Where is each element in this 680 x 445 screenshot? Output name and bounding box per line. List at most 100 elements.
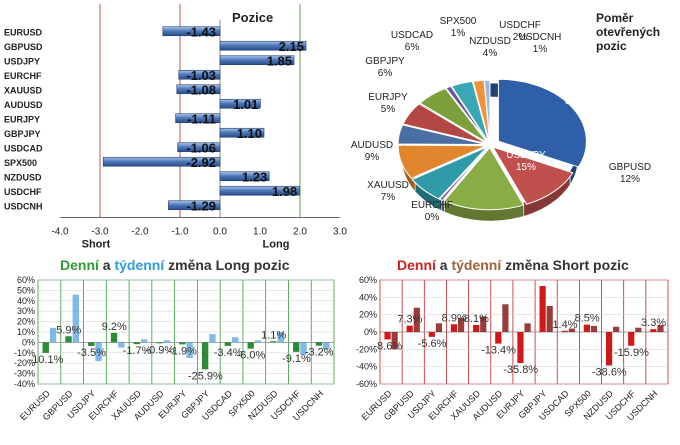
title-part: a (99, 257, 115, 273)
x-tick-label: -1.0 (171, 227, 189, 238)
position-bar (219, 127, 265, 138)
weekly-change-bar (391, 332, 398, 350)
category-label: USDCAD (4, 143, 43, 153)
daily-change-bar (88, 342, 95, 347)
y-tick-label: 20% (359, 310, 377, 320)
position-bar (176, 84, 221, 95)
position-bar (177, 142, 221, 153)
pie-slice-name: USDCNH (519, 32, 562, 43)
value-label: -6.0% (237, 350, 266, 362)
pie-slice (397, 124, 487, 146)
category-label: EURUSD (4, 27, 43, 37)
y-tick-label: 60% (17, 275, 35, 285)
pie-slice-name: NZDUSD (469, 36, 511, 47)
weekly-change-bar (657, 325, 664, 332)
weekly-change-bar (300, 342, 307, 355)
daily-change-bar (247, 342, 254, 349)
value-label: 1.4% (552, 319, 577, 331)
daily-change-bar (406, 325, 413, 332)
position-bar (175, 113, 221, 124)
panel-title: Denní a týdenní změna Short pozic (397, 257, 629, 273)
y-tick-label: 10% (17, 327, 35, 337)
category-label: USDJPY (4, 56, 40, 66)
pie-slice-percent: 9% (365, 152, 380, 163)
pie-slice-percent: 15% (516, 162, 536, 173)
pie-title-line: pozic (596, 39, 627, 53)
weekly-change-bar (49, 327, 57, 343)
daily-change-bar (293, 342, 300, 352)
value-label: -3.4% (214, 347, 243, 359)
value-label: 8.9% (442, 312, 467, 324)
pie-slice (497, 78, 587, 168)
title-part: a (436, 257, 452, 273)
pie-slice (438, 147, 489, 202)
value-label: -3.5% (77, 347, 106, 359)
position-bar (219, 171, 270, 182)
value-label: -9.1% (282, 353, 311, 365)
y-tick-label: 60% (359, 275, 377, 285)
pie-slice-percent: 1% (451, 28, 466, 39)
weekly-change-bar (590, 325, 598, 332)
value-label: -1.7% (123, 345, 152, 357)
title-part: Denní (60, 257, 100, 273)
y-tick-label: 40% (17, 296, 35, 306)
value-label: 9.2% (102, 321, 127, 333)
pie-slice-percent: 1% (533, 44, 548, 55)
daily-change-bar (650, 329, 657, 332)
short-annotation: Short (82, 239, 111, 251)
weekly-change-bar (568, 328, 575, 332)
daily-change-bar (628, 332, 635, 346)
value-label: -0.9% (145, 344, 174, 356)
positions-chart-title: Pozice (232, 10, 273, 25)
pie-slice-name: GBPUSD (609, 162, 651, 173)
pie-slice (443, 146, 525, 211)
pie-slice-percent: 2% (513, 32, 528, 43)
daily-change-bar (156, 342, 163, 344)
x-tick-label: 3.0 (333, 227, 347, 238)
pie-slice-name: AUDUSD (351, 140, 393, 151)
position-bar (219, 98, 261, 109)
daily-change-bar (315, 342, 323, 346)
daily-change-bar (270, 341, 277, 343)
position-bar (162, 26, 221, 37)
daily-change-bar (428, 332, 435, 337)
daily-change-bar (384, 332, 391, 340)
weekly-change-bar (524, 323, 531, 332)
daily-change-bar (517, 332, 524, 364)
position-bar (102, 156, 221, 167)
weekly-change-bar (118, 342, 125, 348)
value-label: -1.08 (186, 82, 216, 97)
pie-slice-percent: 7% (381, 192, 396, 203)
daily-change-bar (495, 332, 502, 344)
position-bar (219, 185, 300, 196)
daily-change-bar (450, 324, 458, 332)
pie-slice (397, 144, 487, 179)
pie-slice-percent: 6% (378, 68, 393, 79)
value-label: 3.3% (641, 317, 666, 329)
weekly-change-bar (163, 340, 171, 343)
pie-slice-name: EURJPY (368, 92, 408, 103)
short-change-bar-chart: Denní a týdenní změna Short pozic 60% 40% 2… (356, 257, 669, 423)
pie-slice-name: USDCAD (391, 30, 433, 41)
value-label: -1.06 (186, 140, 216, 155)
position-bar (178, 69, 221, 80)
x-tick-label: -4.0 (51, 227, 69, 238)
value-label: -25.9% (188, 370, 223, 382)
weekly-change-bar (72, 294, 79, 343)
weekly-change-bar (546, 306, 553, 332)
value-label: 1.1% (261, 329, 286, 341)
value-label: -3.2% (305, 347, 334, 359)
weekly-change-bar (635, 327, 642, 332)
pie-slice-name: GBPJPY (365, 56, 405, 67)
daily-change-bar (201, 342, 209, 370)
category-label: GBPUSD (4, 42, 43, 52)
positions-bar-chart: Pozice EURUSD -1.43 GBPUSD 2.15 USDJPY 1.85 EU… (4, 4, 347, 251)
category-label: AUDUSD (4, 100, 43, 110)
weekly-change-bar (435, 323, 443, 332)
y-tick-label: -10% (14, 348, 35, 358)
daily-change-bar (65, 336, 72, 343)
value-label: 8.1% (464, 313, 489, 325)
daily-change-bar (179, 342, 186, 345)
